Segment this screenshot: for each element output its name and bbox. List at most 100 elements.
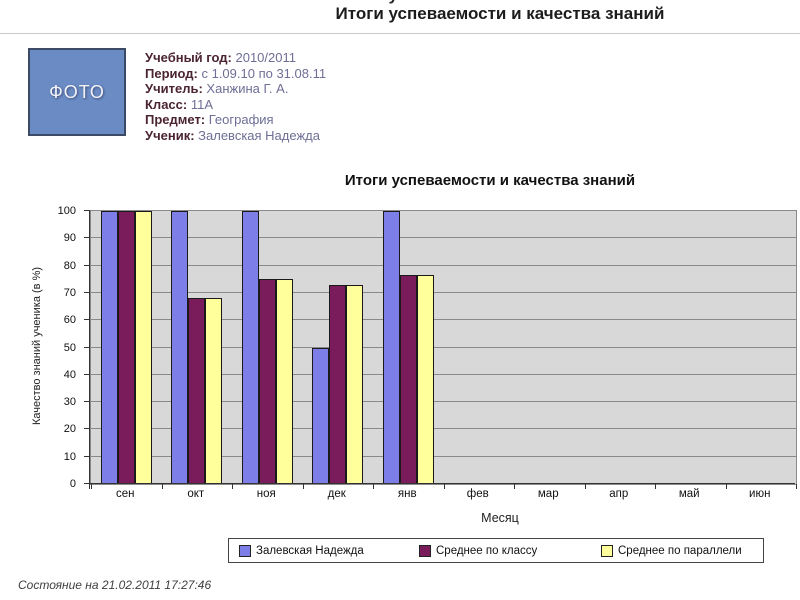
x-category-label: дек xyxy=(327,488,346,500)
x-category-label: апр xyxy=(609,488,629,500)
x-category-label: мар xyxy=(537,488,559,500)
gridline xyxy=(91,455,796,457)
info-value: 2010/2011 xyxy=(231,50,296,65)
legend-item: Среднее по параллели xyxy=(601,539,742,562)
status-line: Состояние на 21.02.2011 17:27:46 xyxy=(18,578,212,592)
info-row: Ученик: Залевская Надежда xyxy=(145,128,326,144)
y-tick-mark xyxy=(84,428,90,430)
x-tick-mark xyxy=(91,484,92,489)
x-tick-mark xyxy=(655,484,656,489)
bar-class-avg xyxy=(117,211,135,484)
gridline xyxy=(91,346,796,348)
x-category-label: сен xyxy=(116,488,135,500)
bar-student xyxy=(382,211,400,484)
bar-parallel-avg xyxy=(275,279,293,484)
legend-label: Среднее по классу xyxy=(436,544,538,557)
bar-student xyxy=(171,211,189,484)
gridline xyxy=(91,319,796,321)
x-tick-mark xyxy=(232,484,233,489)
y-tick-label: 0 xyxy=(69,478,76,490)
x-tick-mark xyxy=(302,484,304,489)
bar-student xyxy=(100,211,118,484)
info-value: 11А xyxy=(187,96,213,112)
bar-student xyxy=(241,211,259,484)
y-tick-label: 60 xyxy=(63,314,76,327)
x-category-label: ноя xyxy=(256,488,276,500)
x-tick-mark xyxy=(796,484,797,489)
y-tick-label: 10 xyxy=(63,450,76,463)
bar-class-avg xyxy=(258,279,276,484)
y-tick-label: 90 xyxy=(63,232,76,245)
x-category-label: июн xyxy=(749,488,771,500)
x-category-label: окт xyxy=(187,488,205,500)
info-value: Ханжина Г. А. xyxy=(202,81,289,97)
x-axis-title: Месяц xyxy=(481,511,519,525)
info-label: Предмет: xyxy=(145,112,206,128)
x-category-label: янв xyxy=(397,488,417,500)
title-divider xyxy=(0,33,800,34)
y-tick-mark xyxy=(84,401,90,403)
gridline xyxy=(91,291,796,293)
legend-label: Среднее по параллели xyxy=(618,544,742,557)
y-tick-label: 30 xyxy=(63,396,76,409)
y-tick-mark xyxy=(84,346,90,348)
info-row: Предмет: География xyxy=(145,112,326,128)
y-tick-label: 70 xyxy=(63,286,76,299)
info-row: Учитель: Ханжина Г. А. xyxy=(145,81,326,97)
x-category-label: май xyxy=(678,488,700,500)
bar-student xyxy=(312,347,330,484)
y-axis-line xyxy=(89,210,90,489)
info-value: География xyxy=(205,112,274,128)
legend-swatch-icon xyxy=(419,544,431,557)
info-value: с 1.09.10 по 31.08.11 xyxy=(197,65,327,81)
photo-placeholder-label: ФОТО xyxy=(49,81,105,102)
x-tick-mark xyxy=(443,484,445,489)
clipped-text-fragment: Итоги успеваемости и качества знаний xyxy=(200,0,800,5)
bar-class-avg xyxy=(329,284,347,484)
info-row: Учебный год: 2010/2011 xyxy=(145,50,326,66)
x-category-label: фев xyxy=(466,488,489,500)
y-tick-mark xyxy=(84,373,90,375)
chart-legend: Залевская Надежда Среднее по классу Средне… xyxy=(228,538,764,563)
info-row: Период: с 1.09.10 по 31.08.11 xyxy=(145,66,326,82)
student-info: Учебный год: 2010/2011 Период: с 1.09.10 … xyxy=(145,50,326,144)
y-tick-mark xyxy=(84,319,90,321)
x-tick-mark xyxy=(725,484,727,489)
info-label: Ученик: xyxy=(145,127,195,143)
y-tick-label: 40 xyxy=(63,368,76,381)
y-tick-mark xyxy=(84,210,90,211)
info-label: Класс: xyxy=(145,96,188,112)
y-tick-mark xyxy=(84,455,90,457)
x-tick-mark xyxy=(161,484,163,489)
info-label: Учитель: xyxy=(145,81,203,97)
y-tick-label: 80 xyxy=(63,259,76,272)
gridline xyxy=(91,401,796,403)
y-tick-label: 100 xyxy=(57,205,76,217)
x-tick-mark xyxy=(373,484,374,489)
y-tick-mark xyxy=(84,291,90,293)
info-label: Период: xyxy=(145,65,198,81)
bar-parallel-avg xyxy=(134,211,152,484)
gridline xyxy=(91,373,796,375)
chart-title: Итоги успеваемости и качества знаний xyxy=(344,172,636,189)
bar-parallel-avg xyxy=(416,275,434,484)
x-tick-mark xyxy=(514,484,515,489)
y-tick-label: 50 xyxy=(63,341,76,354)
legend-swatch-icon xyxy=(601,544,613,557)
plot-area: 0 10 20 30 40 50 60 70 80 90 100 xyxy=(58,205,797,490)
x-tick-mark xyxy=(584,484,586,489)
page-title: Итоги успеваемости и качества знаний xyxy=(335,4,665,23)
info-label: Учебный год: xyxy=(145,50,232,65)
photo-box: ФОТО xyxy=(28,48,126,136)
bar-parallel-avg xyxy=(205,298,223,484)
bar-parallel-avg xyxy=(346,284,364,484)
info-value: Залевская Надежда xyxy=(194,127,320,143)
bar-class-avg xyxy=(188,298,206,484)
legend-item: Залевская Надежда xyxy=(239,539,364,562)
gridline xyxy=(91,237,796,239)
y-tick-mark xyxy=(84,237,90,239)
y-tick-label: 20 xyxy=(63,423,76,436)
x-axis-category-labels: сен окт ноя дек янв фев мар апр май июн xyxy=(90,488,795,502)
gridline xyxy=(91,264,796,266)
legend-swatch-icon xyxy=(239,544,251,557)
